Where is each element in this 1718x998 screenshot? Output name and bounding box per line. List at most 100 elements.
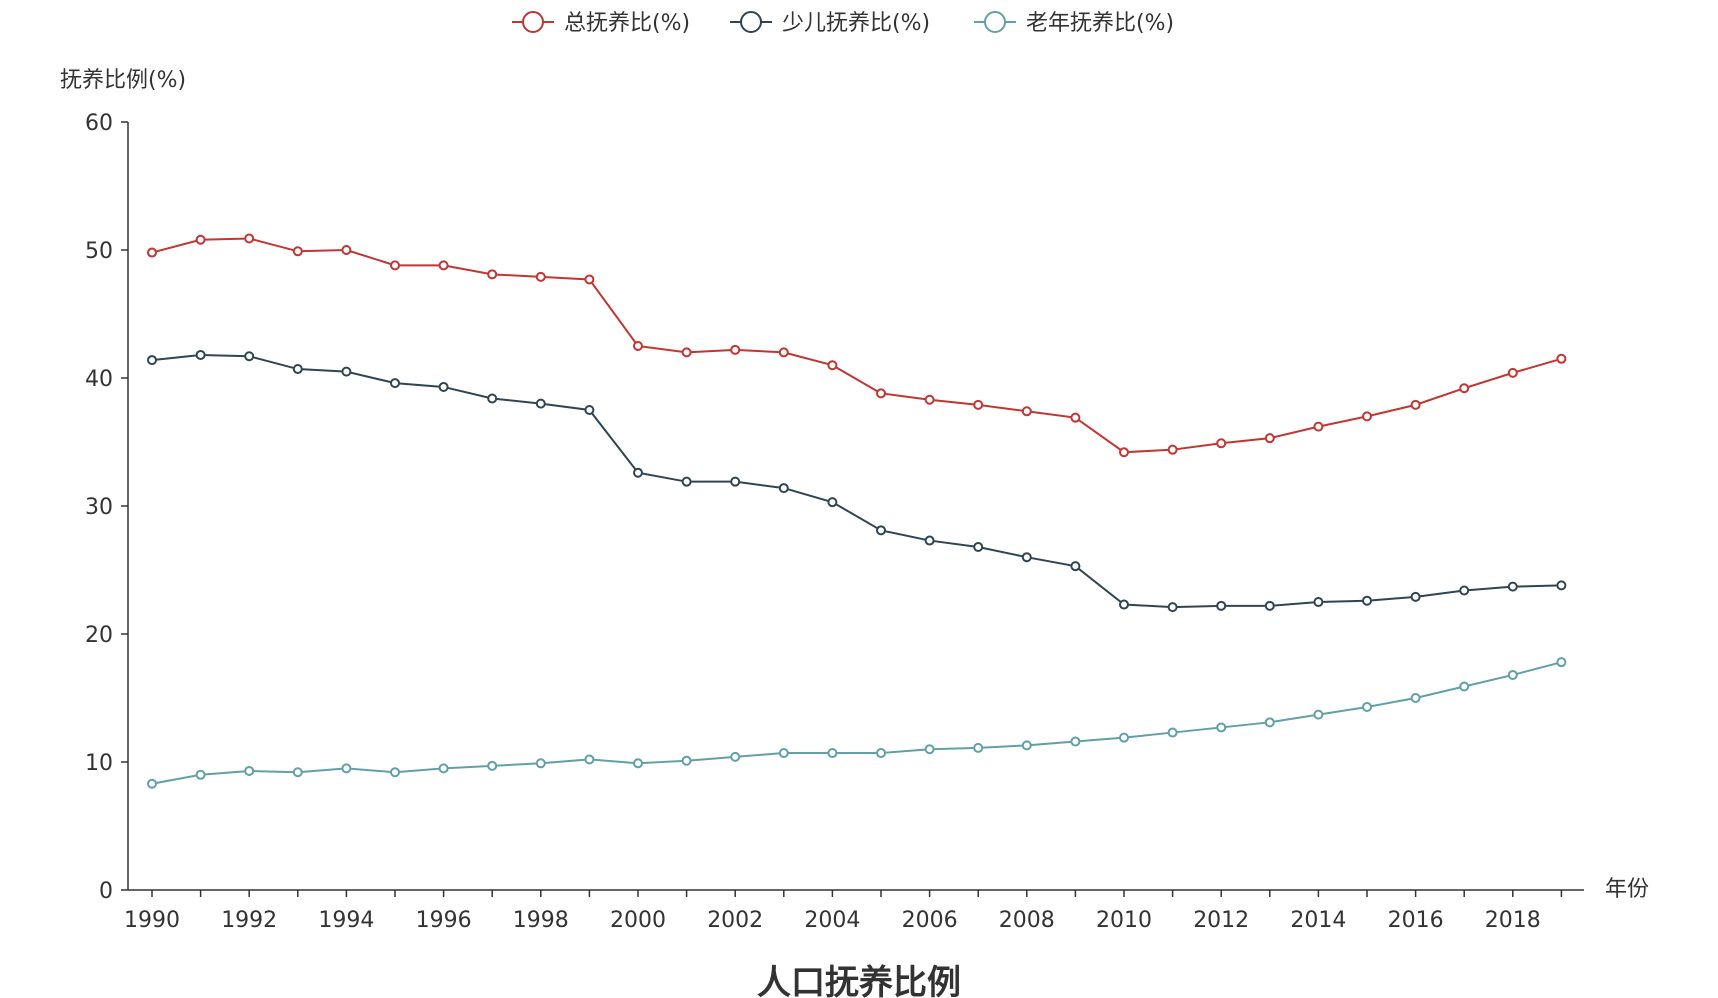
data-point[interactable]	[1556, 580, 1567, 591]
data-point[interactable]	[487, 393, 498, 404]
data-point[interactable]	[924, 394, 935, 405]
data-point[interactable]	[1313, 597, 1324, 607]
legend-marker-icon	[984, 11, 1006, 33]
data-point[interactable]	[876, 748, 886, 759]
data-point[interactable]	[1507, 581, 1518, 592]
data-point[interactable]	[1119, 599, 1129, 610]
data-point[interactable]	[681, 476, 692, 487]
data-point[interactable]	[535, 758, 546, 769]
data-point[interactable]	[1459, 585, 1470, 596]
data-point[interactable]	[584, 274, 595, 285]
data-point[interactable]	[341, 763, 352, 774]
data-point[interactable]	[1264, 717, 1275, 728]
data-point[interactable]	[195, 234, 206, 245]
data-point[interactable]	[681, 347, 692, 358]
data-point[interactable]	[778, 347, 789, 358]
data-point[interactable]	[1216, 600, 1227, 611]
data-point[interactable]	[535, 271, 546, 282]
data-point[interactable]	[778, 748, 789, 759]
legend-item[interactable]: 总抚养比(%)	[512, 11, 690, 36]
data-point[interactable]	[535, 398, 546, 409]
data-point[interactable]	[1556, 353, 1567, 364]
data-point[interactable]	[827, 360, 838, 371]
series-1	[147, 349, 1567, 613]
data-point[interactable]	[633, 758, 643, 769]
y-tick-label: 10	[85, 751, 113, 776]
data-point[interactable]	[1410, 399, 1421, 410]
data-point[interactable]	[147, 247, 157, 258]
data-point[interactable]	[1362, 411, 1372, 422]
data-point[interactable]	[1216, 722, 1227, 733]
data-point[interactable]	[1021, 406, 1032, 417]
legend-item[interactable]: 老年抚养比(%)	[974, 11, 1174, 36]
data-point[interactable]	[1507, 367, 1518, 378]
data-point[interactable]	[681, 755, 692, 766]
data-point[interactable]	[1313, 421, 1324, 432]
data-point[interactable]	[1410, 591, 1421, 602]
data-point[interactable]	[1264, 600, 1275, 611]
data-point[interactable]	[390, 260, 400, 271]
legend-label: 少儿抚养比(%)	[782, 11, 930, 36]
data-point[interactable]	[292, 246, 303, 257]
data-point[interactable]	[1119, 447, 1129, 458]
data-point[interactable]	[487, 760, 498, 771]
data-point[interactable]	[244, 233, 255, 244]
data-point[interactable]	[973, 541, 984, 552]
y-axis-label: 抚养比例(%)	[60, 68, 186, 93]
data-point[interactable]	[1556, 657, 1567, 668]
data-point[interactable]	[1362, 701, 1372, 712]
data-point[interactable]	[584, 754, 595, 765]
data-point[interactable]	[487, 269, 498, 280]
data-point[interactable]	[1021, 740, 1032, 751]
data-point[interactable]	[438, 763, 449, 774]
series-line	[151, 353, 1562, 609]
legend-label: 总抚养比(%)	[564, 11, 690, 36]
data-point[interactable]	[973, 399, 984, 410]
data-point[interactable]	[1507, 669, 1518, 680]
data-point[interactable]	[730, 344, 741, 355]
data-point[interactable]	[292, 364, 303, 375]
data-point[interactable]	[341, 366, 352, 377]
data-point[interactable]	[584, 405, 595, 415]
data-point[interactable]	[438, 381, 449, 392]
data-point[interactable]	[1167, 727, 1178, 738]
data-point[interactable]	[1167, 602, 1178, 613]
data-point[interactable]	[827, 748, 838, 759]
data-point[interactable]	[1313, 709, 1324, 720]
data-point[interactable]	[1264, 433, 1275, 444]
data-point[interactable]	[973, 742, 984, 753]
data-point[interactable]	[292, 767, 303, 778]
data-point[interactable]	[633, 467, 643, 478]
data-point[interactable]	[924, 744, 935, 755]
data-point[interactable]	[1021, 552, 1032, 563]
data-point[interactable]	[390, 378, 400, 389]
data-point[interactable]	[390, 767, 400, 778]
legend-item[interactable]: 少儿抚养比(%)	[730, 11, 930, 36]
data-point[interactable]	[147, 778, 157, 789]
data-point[interactable]	[1410, 693, 1421, 703]
data-point[interactable]	[244, 765, 255, 776]
data-point[interactable]	[244, 351, 255, 362]
data-point[interactable]	[1459, 681, 1470, 692]
data-point[interactable]	[341, 245, 352, 255]
data-point[interactable]	[876, 525, 886, 536]
data-point[interactable]	[730, 751, 741, 762]
data-point[interactable]	[827, 497, 838, 508]
data-point[interactable]	[1070, 736, 1081, 747]
data-point[interactable]	[195, 769, 206, 780]
data-point[interactable]	[438, 260, 449, 271]
data-point[interactable]	[1459, 383, 1470, 394]
data-point[interactable]	[1070, 561, 1081, 572]
data-point[interactable]	[1119, 732, 1129, 743]
data-point[interactable]	[1362, 595, 1372, 606]
data-point[interactable]	[778, 483, 789, 494]
data-point[interactable]	[1216, 438, 1227, 449]
data-point[interactable]	[730, 476, 741, 487]
data-point[interactable]	[1070, 412, 1081, 423]
data-point[interactable]	[633, 341, 643, 351]
data-point[interactable]	[924, 535, 935, 546]
data-point[interactable]	[1167, 444, 1178, 455]
data-point[interactable]	[147, 355, 157, 366]
data-point[interactable]	[876, 388, 886, 399]
data-point[interactable]	[195, 349, 206, 360]
